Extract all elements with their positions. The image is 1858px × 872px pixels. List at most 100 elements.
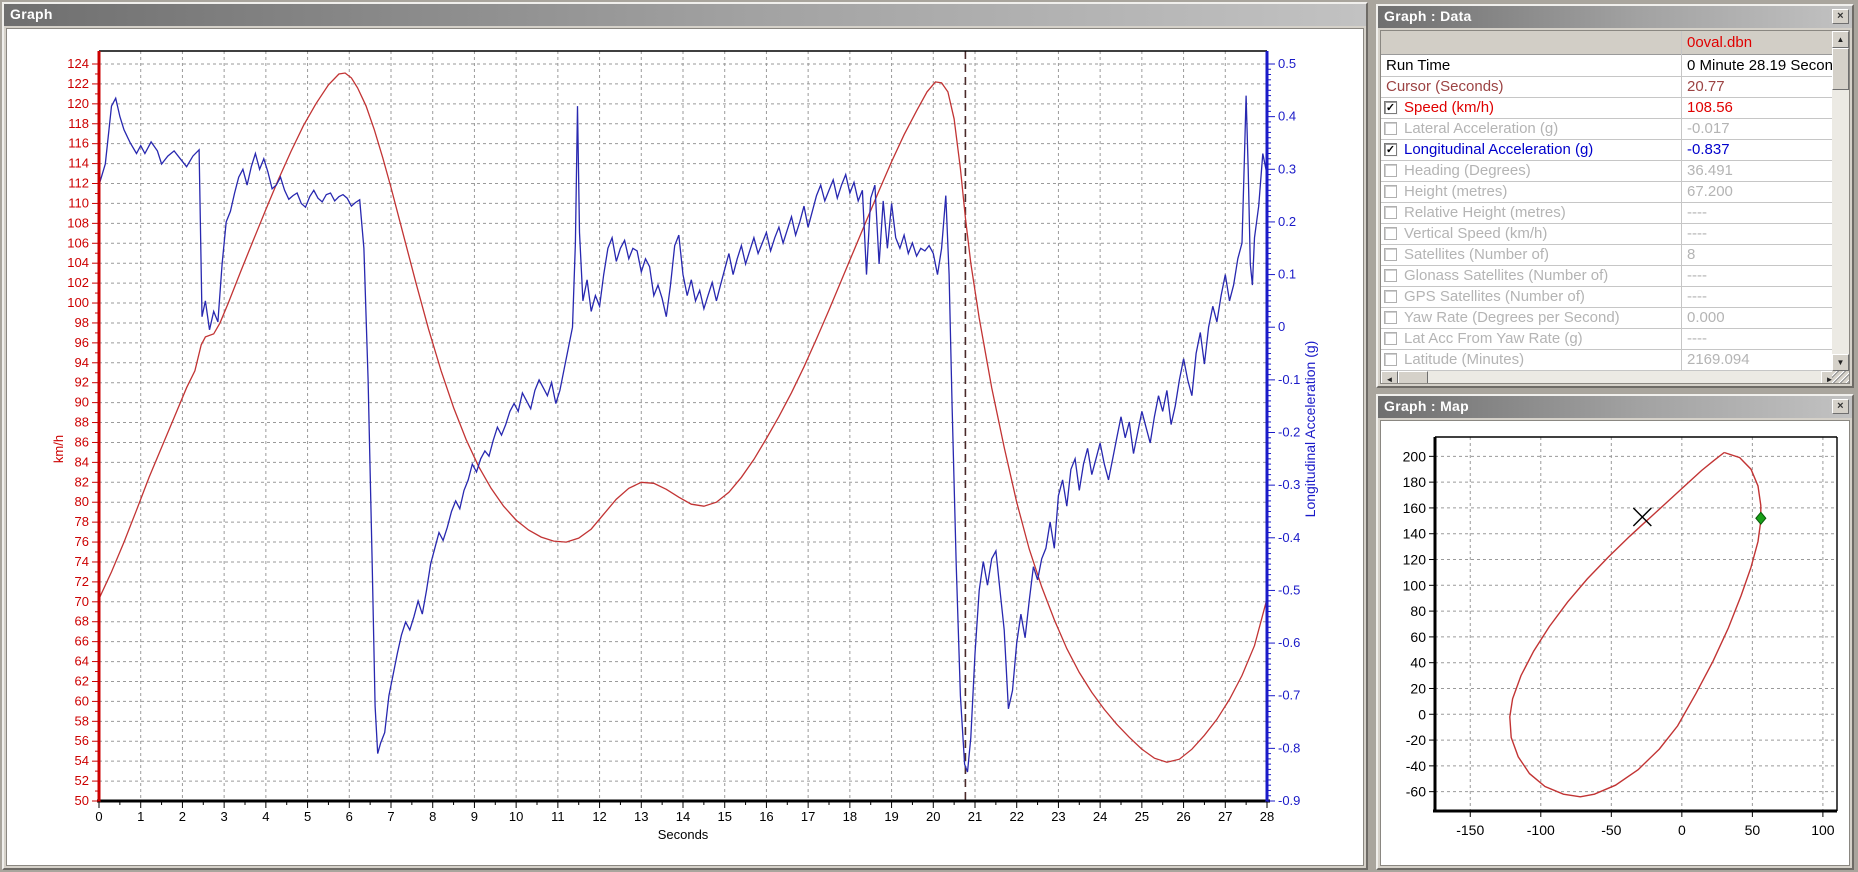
map-ticks <box>1429 455 1824 817</box>
channel-value: 36.491 <box>1687 162 1733 179</box>
vertical-scrollbar[interactable]: ▲ ▼ <box>1832 31 1849 371</box>
channel-checkbox[interactable] <box>1384 269 1397 282</box>
channel-checkbox[interactable] <box>1384 353 1397 366</box>
graph-window: Graph 50 52 54 56 58 60 62 64 66 68 70 72 74 76 78 80 82… <box>2 2 1368 870</box>
channel-value: 0.000 <box>1687 309 1725 326</box>
svg-text:28: 28 <box>1260 809 1274 824</box>
channel-value: ---- <box>1687 267 1707 284</box>
horizontal-scroll-thumb[interactable] <box>1398 371 1428 383</box>
channel-value: 8 <box>1687 246 1696 263</box>
svg-text:62: 62 <box>75 673 89 688</box>
svg-text:124: 124 <box>67 56 89 71</box>
data-row-9[interactable]: Satellites (Number of) 8 <box>1381 245 1838 266</box>
svg-text:200: 200 <box>1403 448 1427 464</box>
scroll-left-icon[interactable]: ◄ <box>1381 371 1398 383</box>
resize-grip[interactable] <box>1832 371 1849 383</box>
svg-text:-50: -50 <box>1601 822 1621 838</box>
svg-text:0: 0 <box>1418 706 1426 722</box>
channel-checkbox[interactable] <box>1384 227 1397 240</box>
data-row-0[interactable]: Run Time 0 Minute 28.19 Seconds <box>1381 56 1838 77</box>
svg-text:96: 96 <box>75 335 89 350</box>
scroll-down-icon[interactable]: ▼ <box>1832 354 1849 371</box>
data-row-6[interactable]: Height (metres) 67.200 <box>1381 182 1838 203</box>
vertical-scroll-thumb[interactable] <box>1832 48 1849 90</box>
data-row-5[interactable]: Heading (Degrees) 36.491 <box>1381 161 1838 182</box>
data-row-7[interactable]: Relative Height (metres) ---- <box>1381 203 1838 224</box>
svg-text:10: 10 <box>509 809 523 824</box>
channel-label: Latitude (Minutes) <box>1404 351 1525 368</box>
channel-checkbox[interactable] <box>1384 290 1397 303</box>
svg-text:80: 80 <box>1410 603 1426 619</box>
horizontal-scrollbar[interactable]: ◄ ► <box>1381 371 1838 383</box>
close-icon[interactable]: × <box>1832 399 1849 414</box>
svg-text:15: 15 <box>717 809 731 824</box>
svg-text:26: 26 <box>1176 809 1190 824</box>
svg-text:0.5: 0.5 <box>1278 56 1296 71</box>
graph-window-titlebar[interactable]: Graph <box>4 4 1366 26</box>
channel-value: ---- <box>1687 330 1707 347</box>
svg-text:9: 9 <box>471 809 478 824</box>
x-axis-tick-labels: 0 1 2 3 4 5 6 7 8 9 10 11 12 13 14 15 16 17 18 19 20 21 22 23 24… <box>95 809 1274 824</box>
graph-window-content: 50 52 54 56 58 60 62 64 66 68 70 72 74 76 78 80 82 84 86 88… <box>6 28 1364 866</box>
data-row-3[interactable]: Lateral Acceleration (g) -0.017 <box>1381 119 1838 140</box>
data-row-12[interactable]: Yaw Rate (Degrees per Second) 0.000 <box>1381 308 1838 329</box>
svg-text:20: 20 <box>1410 680 1426 696</box>
data-row-4[interactable]: ✓ Longitudinal Acceleration (g) -0.837 <box>1381 140 1838 161</box>
channel-checkbox[interactable] <box>1384 122 1397 135</box>
channel-checkbox-checked[interactable]: ✓ <box>1384 101 1397 114</box>
svg-text:4: 4 <box>262 809 269 824</box>
channel-value: ---- <box>1687 288 1707 305</box>
svg-text:13: 13 <box>634 809 648 824</box>
channel-value: 2169.094 <box>1687 351 1750 368</box>
map-x-labels: -150 -100 -50 0 50 100 <box>1456 822 1835 838</box>
map-window-titlebar[interactable]: Graph : Map × <box>1378 396 1852 418</box>
close-icon[interactable]: × <box>1832 9 1849 24</box>
track-path <box>1509 451 1762 798</box>
channel-checkbox-checked[interactable]: ✓ <box>1384 143 1397 156</box>
speed-accel-chart[interactable]: 5052545658606264666870727476788082848688… <box>7 29 1365 867</box>
data-window: Graph : Data × 0oval.dbn Run Time 0 Minut… <box>1376 4 1854 388</box>
data-window-titlebar[interactable]: Graph : Data × <box>1378 6 1852 28</box>
channel-checkbox[interactable] <box>1384 185 1397 198</box>
data-window-title: Graph : Data <box>1384 8 1472 24</box>
data-row-14[interactable]: Latitude (Minutes) 2169.094 <box>1381 350 1838 371</box>
svg-text:68: 68 <box>75 614 89 629</box>
svg-text:90: 90 <box>75 395 89 410</box>
data-row-1[interactable]: Cursor (Seconds) 20.77 <box>1381 77 1838 98</box>
channel-label: GPS Satellites (Number of) <box>1404 288 1585 305</box>
data-row-8[interactable]: Vertical Speed (km/h) ---- <box>1381 224 1838 245</box>
horizontal-scroll-track[interactable] <box>1398 371 1821 383</box>
svg-text:-40: -40 <box>1406 758 1426 774</box>
channel-checkbox[interactable] <box>1384 248 1397 261</box>
vertical-scroll-track[interactable] <box>1832 48 1849 354</box>
data-row-2[interactable]: ✓ Speed (km/h) 108.56 <box>1381 98 1838 119</box>
speed-curve <box>98 72 1268 763</box>
channel-checkbox[interactable] <box>1384 311 1397 324</box>
channel-value: ---- <box>1687 225 1707 242</box>
svg-text:118: 118 <box>68 116 89 131</box>
graph-window-title: Graph <box>10 6 53 22</box>
svg-text:80: 80 <box>75 494 89 509</box>
scroll-up-icon[interactable]: ▲ <box>1832 31 1849 48</box>
data-row-13[interactable]: Lat Acc From Yaw Rate (g) ---- <box>1381 329 1838 350</box>
channel-checkbox[interactable] <box>1384 206 1397 219</box>
channel-value: 0 Minute 28.19 Seconds <box>1687 57 1836 74</box>
axis-ticks <box>92 63 1275 808</box>
data-file-column-header: 0oval.dbn <box>1687 34 1753 51</box>
channel-checkbox[interactable] <box>1384 164 1397 177</box>
map-window-title: Graph : Map <box>1384 398 1469 414</box>
svg-text:3: 3 <box>221 809 228 824</box>
svg-text:21: 21 <box>968 809 982 824</box>
track-map-chart[interactable]: 200180160140120100806040200-20-40-60-150… <box>1381 421 1853 869</box>
data-row-11[interactable]: GPS Satellites (Number of) ---- <box>1381 287 1838 308</box>
svg-text:0: 0 <box>1278 319 1285 334</box>
svg-text:180: 180 <box>1403 474 1427 490</box>
channel-label: Longitudinal Acceleration (g) <box>1404 141 1594 158</box>
svg-text:-150: -150 <box>1456 822 1484 838</box>
svg-text:56: 56 <box>75 733 89 748</box>
svg-text:-0.5: -0.5 <box>1278 582 1300 597</box>
data-row-10[interactable]: Glonass Satellites (Number of) ---- <box>1381 266 1838 287</box>
channel-checkbox[interactable] <box>1384 332 1397 345</box>
svg-text:92: 92 <box>75 375 89 390</box>
